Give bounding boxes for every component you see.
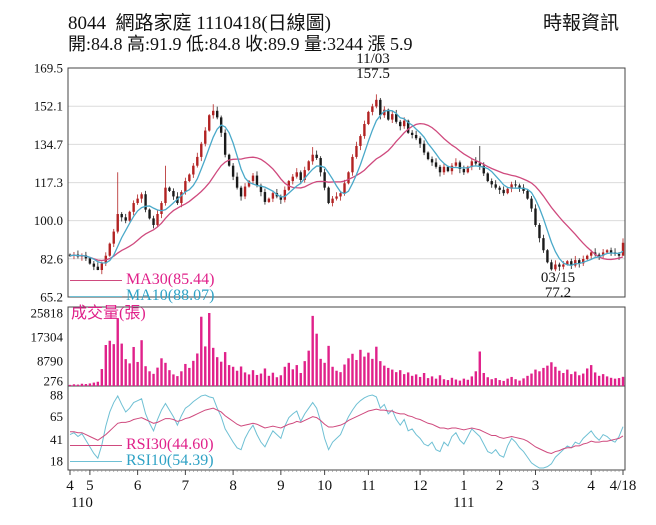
ma-lines [69, 109, 624, 266]
price-tick-label: 82.6 [40, 251, 63, 266]
rsi-tick-label: 18 [50, 454, 63, 469]
x-month-label: 5 [86, 478, 94, 494]
pane-frames [67, 67, 626, 471]
ma30-label: MA30(85.44) [126, 271, 215, 288]
volume-pane [67, 306, 626, 387]
ma10-legend: MA10(88.07) [70, 287, 215, 304]
x-month-label: 11 [361, 478, 375, 494]
ma10-line-swatch [70, 295, 122, 297]
x-month-label: 9 [277, 478, 285, 494]
rsi-lines [69, 394, 624, 469]
data-source-label: 時報資訊 [543, 13, 620, 34]
trough-value: 77.2 [544, 285, 572, 301]
ma30-line-swatch [70, 279, 122, 281]
volume-tick-label: 25818 [31, 306, 64, 321]
price-gridlines [68, 67, 625, 298]
ohlc-quote-line: 開:84.8 高:91.9 低:84.8 收:89.9 量:3244 漲 5.9 [68, 34, 413, 54]
trough-date: 03/15 [540, 270, 576, 286]
ma30-line [69, 122, 624, 262]
x-month-label: 4/18 [610, 478, 637, 494]
rsi-pane [67, 385, 626, 471]
x-year-label: 111 [453, 495, 474, 511]
x-month-label: 3 [532, 478, 540, 494]
price-tick-label: 134.7 [34, 137, 64, 152]
price-tick-label: 117.3 [34, 175, 63, 190]
price-tick-label: 100.0 [34, 213, 63, 228]
rsi30-legend: RSI30(44.60) [70, 436, 214, 453]
x-month-label: 2 [496, 478, 504, 494]
ma10-label: MA10(88.07) [126, 287, 215, 304]
rsi30-line-swatch [70, 444, 122, 446]
x-month-label: 10 [317, 478, 332, 494]
peak-value: 157.5 [356, 66, 390, 82]
volume-bars [68, 313, 625, 386]
x-month-label: 4 [587, 478, 595, 494]
rsi10-label: RSI10(54.39) [126, 452, 214, 469]
rsi30-line [69, 407, 624, 454]
price-tick-label: 169.5 [34, 61, 63, 76]
x-month-label: 8 [229, 478, 237, 494]
volume-pane-label: 成交量(張) [71, 305, 146, 322]
x-month-label: 1 [460, 478, 468, 494]
x-month-label: 7 [182, 478, 190, 494]
price-tick-label: 152.1 [34, 99, 63, 114]
volume-tick-label: 17304 [31, 330, 64, 345]
x-month-label: 12 [413, 478, 428, 494]
peak-annotation: 11/03 157.5 [338, 52, 408, 82]
x-month-label: 4 [66, 478, 74, 494]
rsi30-label: RSI30(44.60) [126, 436, 214, 453]
peak-date: 11/03 [356, 51, 390, 67]
rsi-tick-label: 41 [50, 432, 63, 447]
ma30-legend: MA30(85.44) [70, 271, 215, 288]
price-pane [67, 67, 626, 298]
volume-tick-label: 276 [44, 374, 64, 389]
x-year-label: 110 [71, 495, 93, 511]
candles-layer [68, 94, 625, 275]
rsi10-line-swatch [70, 460, 122, 462]
ma10-line [69, 109, 624, 266]
rsi-tick-label: 65 [50, 409, 63, 424]
trough-annotation: 03/15 77.2 [523, 271, 593, 301]
rsi-tick-label: 88 [50, 388, 63, 403]
rsi10-legend: RSI10(54.39) [70, 452, 214, 469]
page-title: 8044 網路家庭 1110418(日線圖) [68, 13, 331, 34]
volume-tick-label: 8790 [37, 354, 63, 369]
rsi10-line [69, 394, 624, 469]
x-month-label: 6 [134, 478, 142, 494]
price-tick-label: 65.2 [40, 290, 63, 305]
